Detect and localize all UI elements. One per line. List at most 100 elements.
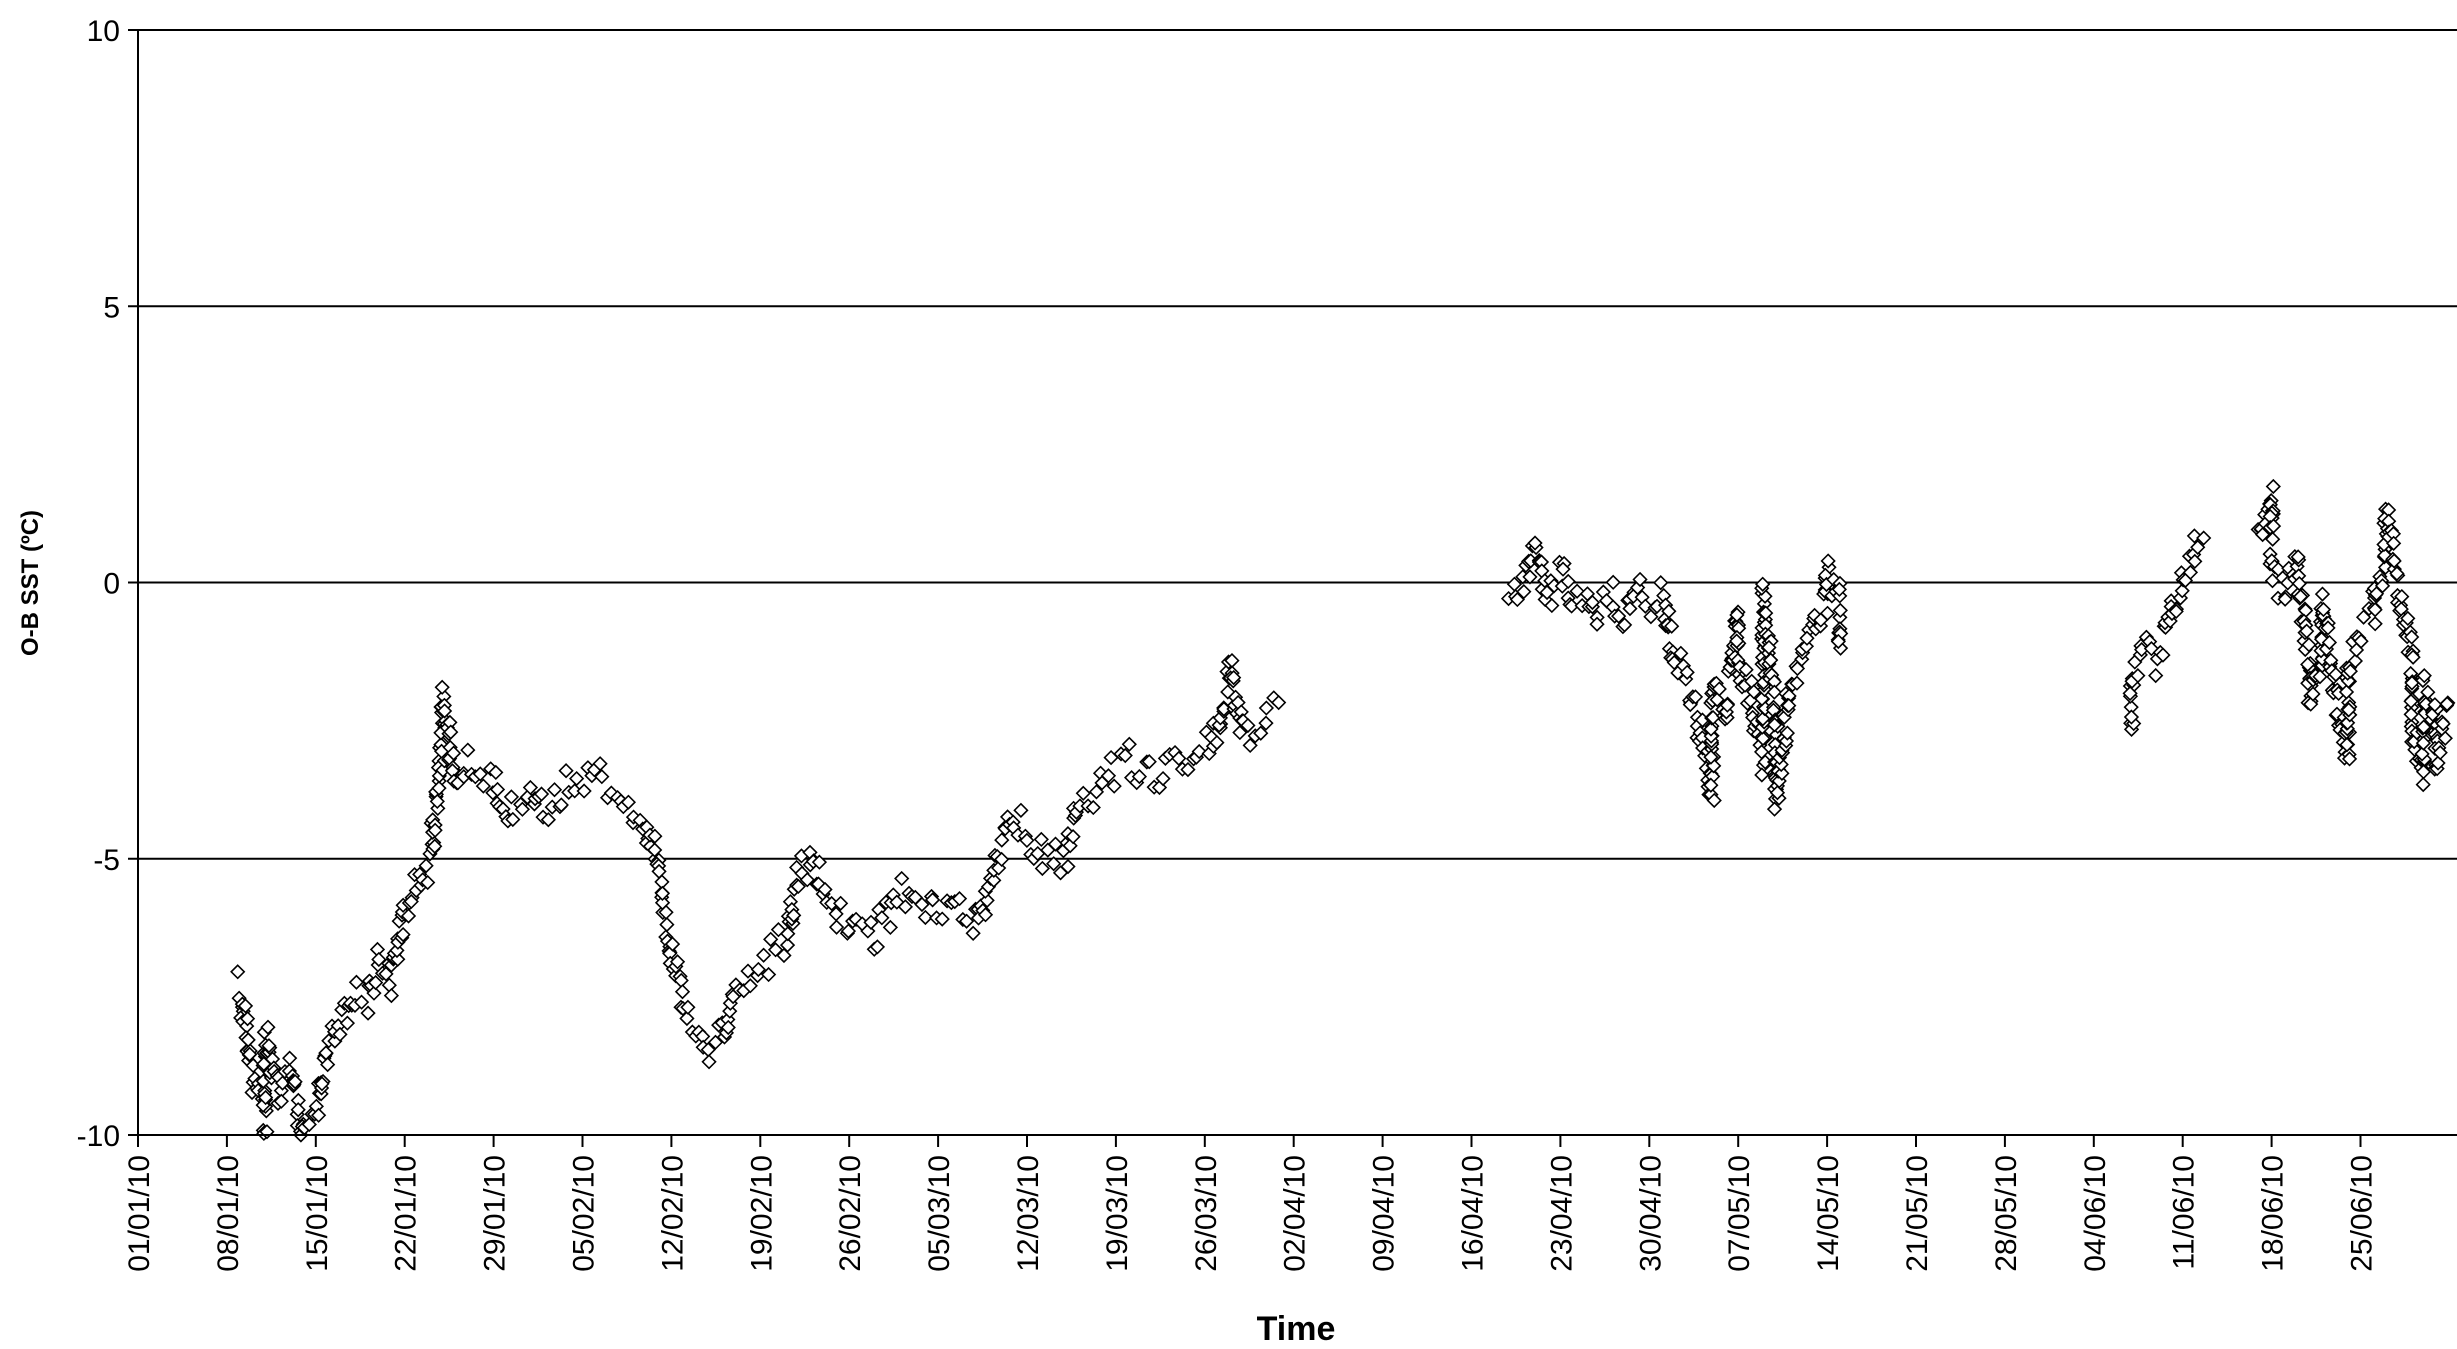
data-point <box>1709 692 1725 708</box>
data-point <box>1046 856 1062 872</box>
data-point <box>2254 526 2271 543</box>
data-point <box>994 832 1010 848</box>
data-point <box>680 999 696 1015</box>
data-point <box>2321 634 2338 651</box>
data-point <box>869 939 886 955</box>
x-tick-label: 23/04/10 <box>1545 1155 1578 1272</box>
data-point <box>1703 749 1719 765</box>
data-point <box>230 964 246 980</box>
data-point <box>2404 629 2420 645</box>
x-tick-label: 25/06/10 <box>2346 1155 2379 1272</box>
data-point <box>594 769 610 785</box>
data-point <box>1171 750 1187 767</box>
data-point <box>431 780 447 796</box>
data-point <box>1664 618 1680 634</box>
data-point <box>882 919 899 936</box>
data-point <box>1703 721 1719 737</box>
data-point <box>2415 776 2431 793</box>
data-point <box>790 878 806 895</box>
data-point <box>669 954 686 970</box>
data-point <box>418 858 434 874</box>
data-point <box>2341 702 2357 718</box>
data-point <box>654 885 671 902</box>
data-point <box>1085 799 1101 816</box>
data-point <box>701 1054 717 1070</box>
data-point <box>1563 598 1580 614</box>
data-point <box>2342 663 2358 679</box>
data-point <box>514 801 531 817</box>
data-point <box>1569 583 1585 599</box>
data-point <box>1774 765 1790 781</box>
x-tick-label: 19/03/10 <box>1101 1155 1134 1272</box>
data-point <box>1758 605 1774 621</box>
data-point <box>2265 478 2281 495</box>
data-point <box>2315 601 2332 618</box>
x-tick-label: 26/03/10 <box>1190 1155 1223 1272</box>
data-point <box>1088 784 1105 800</box>
data-point <box>2299 623 2315 639</box>
data-point <box>1034 860 1050 877</box>
data-point <box>533 786 550 802</box>
data-point <box>522 779 539 796</box>
data-point <box>934 911 950 927</box>
data-point <box>1616 617 1633 633</box>
data-point <box>1729 607 1745 623</box>
data-point <box>1673 645 1689 661</box>
x-tick-label: 11/06/10 <box>2168 1155 2201 1270</box>
data-point <box>1075 785 1091 801</box>
data-point <box>1589 616 1605 632</box>
data-point <box>488 764 504 781</box>
data-point <box>1653 575 1669 591</box>
data-point <box>257 1089 274 1106</box>
data-point <box>1637 598 1654 614</box>
data-point <box>339 1015 356 1031</box>
data-point <box>395 926 411 943</box>
data-point <box>958 913 975 929</box>
x-tick-label: 08/01/10 <box>212 1155 245 1272</box>
data-point <box>750 961 767 978</box>
data-point <box>664 936 681 952</box>
data-point <box>2155 647 2171 663</box>
data-point <box>383 987 400 1004</box>
data-point <box>2420 684 2436 700</box>
data-point <box>2182 564 2199 581</box>
data-point <box>400 908 417 924</box>
data-point <box>763 931 779 947</box>
data-point <box>503 789 520 805</box>
x-tick-label: 05/03/10 <box>923 1155 956 1272</box>
data-point <box>1605 574 1621 590</box>
data-point <box>427 822 443 838</box>
data-point <box>2405 649 2421 665</box>
data-point <box>894 870 910 887</box>
data-point <box>817 881 833 898</box>
data-point <box>1180 761 1196 778</box>
x-tick-label: 05/02/10 <box>568 1155 601 1272</box>
data-point <box>840 923 857 939</box>
data-point <box>403 893 419 910</box>
x-tick-label: 12/03/10 <box>1012 1155 1045 1272</box>
data-point <box>237 998 254 1014</box>
data-point <box>2300 656 2316 673</box>
data-point <box>1516 584 1532 600</box>
data-point <box>2394 588 2410 605</box>
y-tick-label: -5 <box>93 844 120 877</box>
data-point <box>874 910 890 926</box>
data-point <box>489 781 506 798</box>
data-point <box>2339 737 2355 753</box>
data-point <box>2123 709 2140 725</box>
data-point <box>779 937 796 953</box>
data-point <box>863 914 879 930</box>
data-point <box>2430 755 2446 771</box>
data-point <box>2374 578 2391 594</box>
data-point <box>2122 685 2138 702</box>
data-point <box>348 974 365 990</box>
data-point <box>1789 675 1805 691</box>
data-point <box>366 985 382 1001</box>
data-point <box>1622 600 1638 617</box>
data-point <box>1106 778 1122 794</box>
y-tick-label: 0 <box>103 568 120 601</box>
data-point <box>1711 681 1727 697</box>
data-point <box>558 763 574 779</box>
data-point <box>390 951 406 967</box>
